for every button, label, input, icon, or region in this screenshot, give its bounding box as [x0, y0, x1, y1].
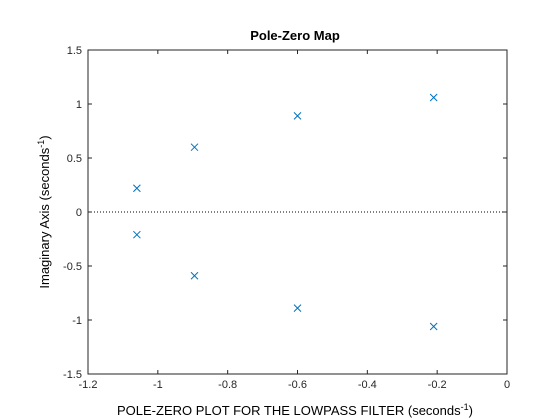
pole-marker: [293, 112, 302, 120]
pole-marker: [190, 271, 199, 280]
pole-marker: [293, 304, 302, 312]
y-tick-label: 1: [76, 99, 82, 111]
plot-area: -1.2 -1 -0.8 -0.6 -0.4 -0.2 0 -1.5 -1 -0.5 0 0.5 1 1.…: [63, 45, 510, 391]
pole-marker: [429, 93, 438, 102]
pole-marker: [133, 184, 141, 193]
y-tick-label: 1.5: [67, 45, 82, 57]
y-tick-label: -1: [72, 315, 82, 327]
y-tick-label: 0.5: [67, 153, 82, 165]
chart-title: Pole-Zero Map: [250, 28, 340, 43]
pole-marker: [133, 230, 141, 239]
x-tick-label: -0.8: [218, 379, 237, 391]
x-tick-label: -1.2: [79, 379, 98, 391]
y-axis-label-close: ): [37, 135, 52, 139]
pole-marker: [429, 322, 438, 331]
x-tick-label: -1: [153, 379, 163, 391]
y-tick-label: -1.5: [63, 369, 82, 381]
x-axis-label-close: ): [469, 403, 473, 418]
pole-marker: [190, 143, 199, 152]
y-tick-label: -0.5: [63, 261, 82, 273]
axes-box: [87, 49, 508, 375]
y-tick-label: 0: [76, 207, 82, 219]
x-tick-label: 0: [504, 379, 510, 391]
x-tick-label: -0.6: [288, 379, 307, 391]
y-axis-label-text: Imaginary Axis (seconds: [37, 147, 52, 288]
x-tick-label: -0.4: [358, 379, 377, 391]
x-axis-label-superscript: -1: [461, 402, 469, 412]
y-axis-label: Imaginary Axis (seconds-1): [36, 135, 52, 288]
x-axis-label: POLE-ZERO PLOT FOR THE LOWPASS FILTER (s…: [117, 402, 473, 418]
y-axis-label-superscript: -1: [36, 140, 46, 148]
x-axis-label-text: POLE-ZERO PLOT FOR THE LOWPASS FILTER (s…: [117, 403, 461, 418]
x-tick-label: -0.2: [428, 379, 447, 391]
